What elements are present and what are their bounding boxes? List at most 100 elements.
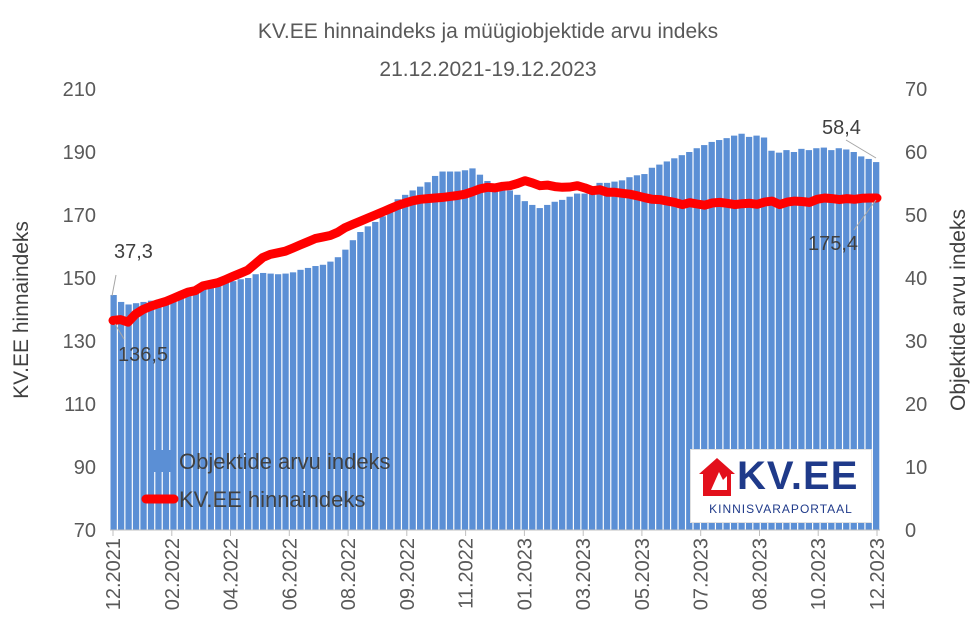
bar (357, 232, 364, 530)
right-tick-label: 10 (905, 457, 927, 479)
left-tick-label: 190 (63, 142, 96, 164)
bar (873, 162, 880, 530)
annotation-leader-start-line (114, 323, 125, 340)
bar (245, 278, 252, 530)
bar (207, 283, 214, 530)
right-axis-ticks: 0 10 20 30 40 50 60 70 (905, 79, 927, 542)
bar (402, 194, 409, 530)
bar (566, 196, 573, 531)
house-arrow-icon (699, 458, 735, 496)
bar (865, 158, 872, 530)
right-tick-label: 60 (905, 142, 927, 164)
logo-wordmark: KV.EE (737, 454, 859, 498)
bar (484, 180, 491, 531)
bar (117, 301, 125, 530)
bar (506, 190, 513, 530)
annotation-bar-end: 58,4 (822, 117, 861, 139)
bar (379, 216, 386, 530)
x-tick-label: 12.2021 (103, 538, 125, 610)
annotation-leader-end-line (853, 199, 877, 231)
bar (641, 174, 648, 531)
bar (626, 177, 633, 530)
bar (342, 249, 349, 530)
bar (491, 187, 499, 530)
legend-swatch-bars (148, 450, 173, 472)
right-tick-label: 0 (905, 520, 916, 542)
bar (312, 266, 319, 530)
bar (663, 161, 670, 530)
bar (125, 304, 132, 530)
bar (574, 193, 581, 530)
bar (588, 187, 596, 530)
annotation-leader-end-bar (845, 139, 877, 159)
price-index-line (108, 176, 882, 327)
bar (424, 182, 431, 531)
x-tick-label: 08.2022 (338, 538, 360, 610)
bar (252, 274, 259, 530)
right-tick-label: 20 (905, 394, 927, 416)
x-tick-label: 06.2022 (279, 538, 301, 610)
left-tick-label: 210 (63, 79, 96, 101)
left-tick-label: 90 (74, 457, 96, 479)
left-axis-ticks: 70 90 110 130 150 170 190 210 (63, 79, 96, 542)
bar (850, 152, 857, 530)
bar (813, 148, 820, 530)
bar (282, 273, 289, 530)
bar (745, 136, 753, 530)
bar (185, 293, 192, 530)
bar (730, 135, 738, 530)
bar (633, 175, 641, 530)
bar-series (110, 133, 880, 531)
bar (798, 148, 805, 530)
x-tick-label: 04.2022 (221, 538, 243, 610)
bar (267, 273, 274, 530)
bar (738, 133, 745, 531)
x-tick-label: 03.2023 (573, 538, 595, 610)
bar (499, 190, 506, 530)
bar (760, 137, 768, 530)
annotation-bar-start: 37,3 (114, 241, 153, 263)
bar (775, 152, 783, 530)
bar (768, 150, 775, 531)
bar (327, 261, 334, 530)
bar (805, 150, 813, 531)
x-tick-label: 09.2022 (397, 538, 419, 610)
bar (559, 199, 566, 530)
bar (678, 155, 685, 530)
bar (611, 181, 618, 531)
right-tick-label: 70 (905, 79, 927, 101)
bar (200, 287, 207, 530)
right-tick-label: 30 (905, 331, 927, 353)
bar (439, 171, 446, 530)
bar (835, 148, 842, 530)
bar (521, 201, 528, 530)
bar (783, 150, 790, 531)
bar (364, 226, 371, 530)
bar (476, 174, 484, 530)
bar (274, 274, 282, 530)
bar (230, 281, 237, 530)
bar (469, 168, 476, 530)
bar (723, 138, 730, 530)
bar (170, 299, 177, 530)
kvee-logo: KV.EE KINNISVARAPORTAAL (690, 449, 872, 523)
bar (177, 296, 185, 530)
bar (536, 208, 543, 530)
x-tick-label: 01.2023 (514, 538, 536, 610)
x-tick-label: 12.2023 (867, 538, 889, 610)
bar (289, 272, 297, 530)
bar (790, 152, 798, 530)
annotation-leader-start-bar (111, 274, 117, 297)
bar (693, 148, 700, 530)
right-tick-label: 40 (905, 268, 927, 290)
bar (529, 204, 536, 531)
bar (581, 193, 588, 530)
legend-label-bars: Objektide arvu indeks (179, 449, 391, 474)
bar (409, 190, 416, 530)
bar (454, 171, 461, 530)
chart-title-line2: 21.12.2021-19.12.2023 (379, 58, 596, 81)
bar (110, 295, 117, 530)
bar (716, 140, 723, 530)
